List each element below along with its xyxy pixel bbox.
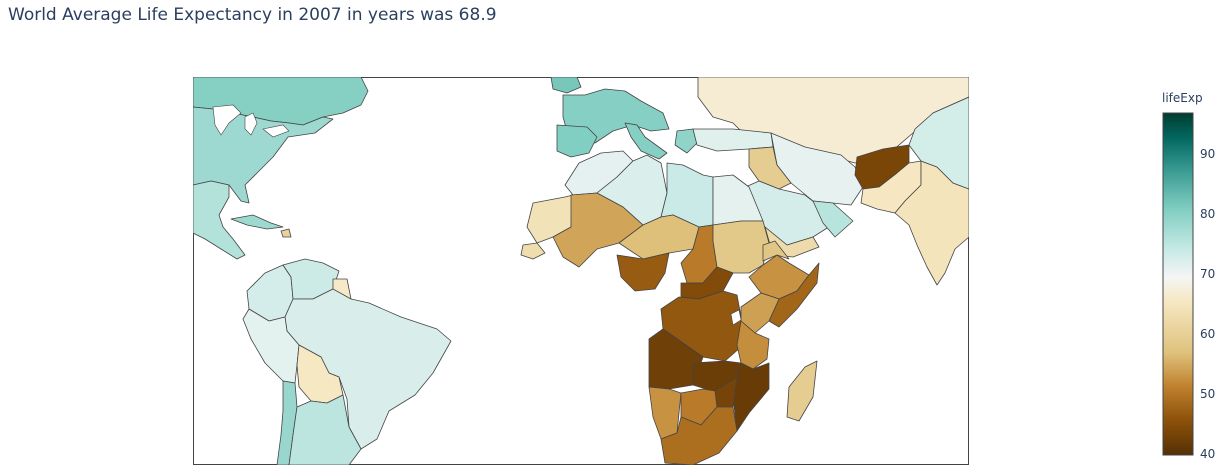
region-eritrea[interactable]	[762, 240, 790, 262]
region-peru[interactable]	[242, 308, 300, 384]
chart-title: World Average Life Expectancy in 2007 in…	[8, 5, 497, 25]
region-iraq[interactable]	[748, 146, 792, 190]
colorbar	[1162, 112, 1194, 456]
colorbar-title: lifeExp	[1162, 91, 1203, 105]
colorbar-tick-label: 60	[1200, 327, 1216, 341]
lake-shape	[244, 112, 258, 136]
region-oman[interactable]	[812, 200, 854, 238]
colorbar-tick-label: 90	[1200, 147, 1216, 161]
region-argentina[interactable]	[288, 394, 362, 466]
region-mexico[interactable]	[192, 180, 246, 260]
colorbar-tick-label: 70	[1200, 267, 1216, 281]
region-tanzania[interactable]	[736, 320, 770, 370]
region-cuba[interactable]	[230, 214, 284, 230]
region-sudan[interactable]	[712, 220, 770, 274]
colorbar-tick-label: 50	[1200, 387, 1216, 401]
map-svg[interactable]	[192, 76, 970, 466]
colorbar-tick-label: 40	[1200, 447, 1216, 461]
region-haiti[interactable]	[280, 228, 292, 238]
lake-shape	[262, 124, 290, 138]
region-mali[interactable]	[552, 192, 644, 268]
region-iceland[interactable]	[550, 76, 582, 94]
region-spain[interactable]	[556, 124, 598, 158]
lake-shape	[730, 309, 742, 326]
colorbar-tick-label: 80	[1200, 207, 1216, 221]
region-somalia[interactable]	[768, 262, 820, 328]
colorbar-gradient	[1162, 112, 1194, 456]
region-democratic-republic-of-congo[interactable]	[660, 290, 742, 362]
lake-shape	[212, 104, 242, 136]
region-nigeria[interactable]	[616, 252, 670, 292]
region-madagascar[interactable]	[786, 360, 818, 422]
map-panel[interactable]	[192, 76, 970, 466]
region-south-africa[interactable]	[660, 406, 738, 466]
region-greece[interactable]	[674, 128, 698, 154]
region-italy[interactable]	[624, 122, 668, 160]
region-united-states[interactable]	[192, 106, 334, 204]
region-senegal[interactable]	[520, 242, 546, 260]
